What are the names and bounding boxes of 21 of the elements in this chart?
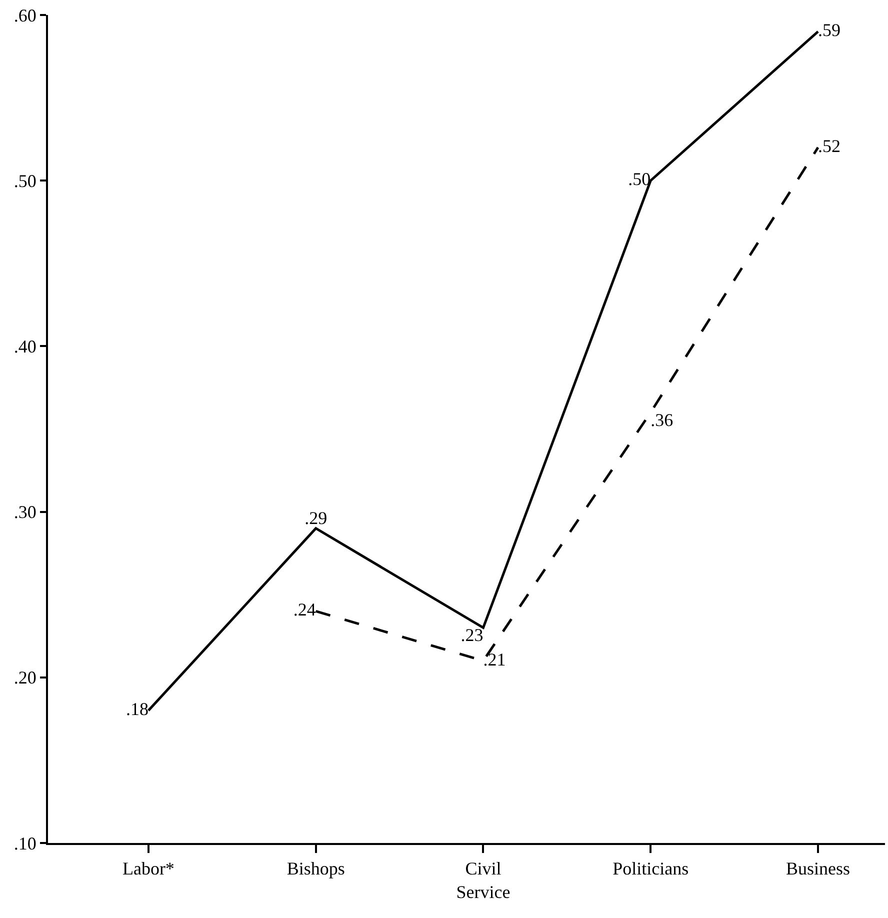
x-tick-label: Labor* bbox=[122, 858, 174, 879]
x-tick-label: Business bbox=[786, 858, 850, 879]
data-label: .36 bbox=[650, 410, 674, 430]
y-tick-label: .40 bbox=[14, 336, 36, 356]
y-tick-label: .10 bbox=[14, 833, 36, 854]
data-label: .29 bbox=[304, 508, 328, 528]
y-tick-label: .30 bbox=[14, 502, 36, 522]
y-tick-label: .20 bbox=[14, 668, 36, 688]
data-label: .59 bbox=[818, 20, 841, 40]
data-label: .18 bbox=[126, 699, 148, 720]
y-tick-label: .50 bbox=[14, 170, 36, 191]
x-tick-label: Bishops bbox=[286, 858, 345, 879]
data-label: .52 bbox=[818, 136, 841, 156]
x-tick-label: Civil Service bbox=[456, 858, 510, 902]
x-tick-label: Politicians bbox=[612, 858, 689, 879]
line-series bbox=[147, 30, 820, 712]
y-tick-label: .60 bbox=[14, 5, 36, 26]
data-label: .50 bbox=[628, 169, 651, 190]
data-label: .23 bbox=[460, 625, 484, 646]
data-label: .21 bbox=[483, 649, 506, 670]
data-label: .24 bbox=[293, 600, 316, 620]
